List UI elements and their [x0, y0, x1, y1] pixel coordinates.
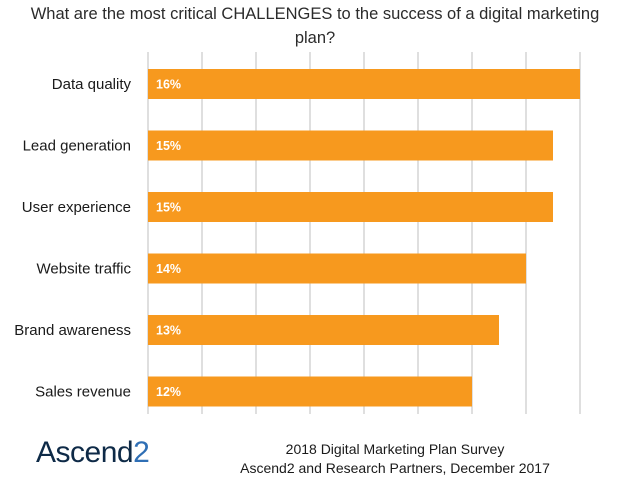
logo-number: 2 — [133, 436, 150, 469]
category-label: User experience — [22, 199, 131, 216]
category-label: Lead generation — [23, 138, 131, 155]
category-label: Website traffic — [37, 261, 132, 278]
data-label: 12% — [156, 385, 181, 399]
data-label: 13% — [156, 324, 181, 338]
bar — [148, 376, 472, 407]
source-line-1: 2018 Digital Marketing Plan Survey — [285, 441, 505, 457]
data-label: 14% — [156, 262, 181, 276]
gridlines — [147, 52, 581, 414]
bar — [148, 130, 553, 161]
chart-title: What are the most critical CHALLENGES to… — [30, 5, 600, 47]
data-label: 15% — [156, 201, 181, 215]
bars: 16% 15% 15% 14% 13% 12% — [148, 69, 580, 407]
data-label: 16% — [156, 78, 181, 92]
category-label: Brand awareness — [14, 322, 131, 339]
bar-chart: 16% 15% 15% 14% 13% 12% Data quality Lead gene… — [14, 52, 581, 414]
bar — [148, 69, 580, 99]
category-labels: Data quality Lead generation User experien… — [14, 76, 131, 401]
source-note: 2018 Digital Marketing Plan Survey Ascen… — [230, 440, 560, 478]
category-label: Sales revenue — [35, 384, 131, 401]
bar — [148, 315, 499, 345]
logo-text: Ascend — [36, 436, 134, 469]
bar — [148, 253, 526, 284]
bar — [148, 192, 553, 222]
ascend2-logo: Ascend2 — [36, 436, 150, 470]
source-line-2: Ascend2 and Research Partners, December … — [240, 460, 550, 476]
category-label: Data quality — [52, 76, 132, 93]
data-label: 15% — [156, 139, 181, 153]
